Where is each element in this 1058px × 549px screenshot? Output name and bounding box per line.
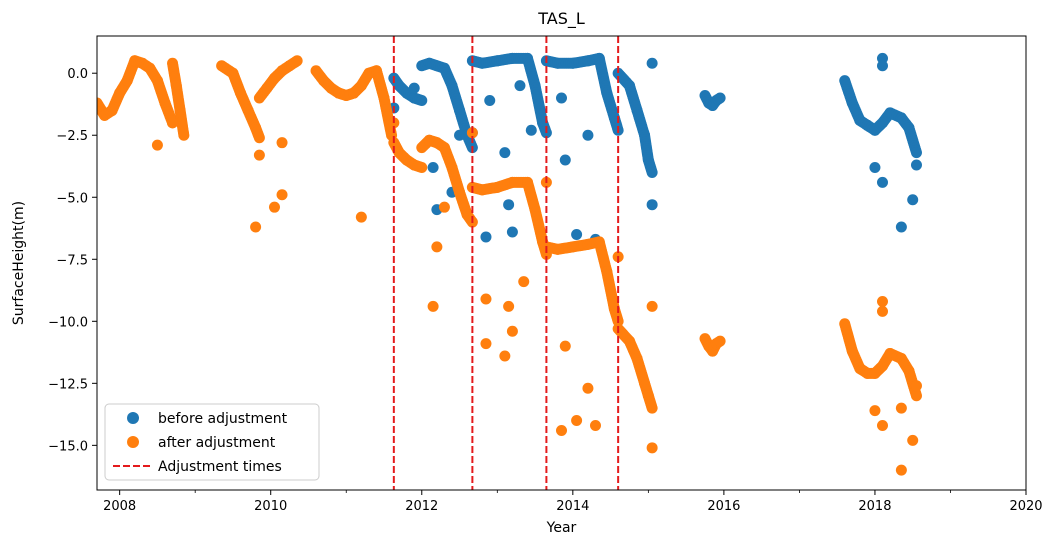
outlier-point [589, 419, 601, 431]
y-tick-label: −12.5 [48, 377, 88, 392]
data-point [646, 166, 658, 178]
chart-title: TAS_L [537, 9, 585, 29]
y-tick-label: −2.5 [56, 129, 88, 144]
y-tick-label: 0.0 [67, 67, 88, 82]
outlier-point [503, 300, 515, 312]
x-tick-label: 2016 [707, 499, 740, 514]
y-tick-label: −15.0 [48, 439, 88, 454]
outlier-point [876, 60, 888, 72]
outlier-point [556, 92, 567, 104]
data-point [646, 402, 658, 414]
outlier-point [250, 221, 262, 233]
data-point [910, 390, 922, 402]
legend-box [104, 403, 320, 481]
outlier-point [480, 338, 492, 350]
outlier-point [253, 149, 265, 161]
plot-area [97, 36, 922, 490]
outlier-point [480, 231, 492, 243]
series-after-adjustment [97, 55, 922, 476]
data-point [714, 92, 726, 104]
outlier-point [869, 161, 881, 173]
outlier-point [895, 402, 907, 414]
outlier-point [869, 405, 881, 417]
outlier-point [907, 194, 919, 206]
outlier-point [431, 241, 443, 253]
outlier-point [268, 201, 280, 213]
outlier-point [910, 380, 922, 392]
outlier-point [525, 124, 537, 136]
outlier-point [571, 228, 583, 240]
outlier-point [582, 129, 594, 141]
series-before-adjustment [388, 52, 922, 245]
outlier-point [506, 325, 518, 337]
outlier-point [559, 154, 571, 166]
outlier-point [646, 300, 658, 312]
outlier-point [646, 57, 658, 69]
outlier-point [582, 382, 594, 394]
x-tick-label: 2010 [254, 499, 287, 514]
outlier-point [454, 129, 466, 141]
legend-label: after adjustment [158, 435, 276, 451]
data-point [291, 55, 303, 67]
outlier-point [646, 442, 658, 454]
outlier-point [907, 434, 919, 446]
outlier-point [499, 147, 511, 159]
outlier-point [276, 189, 288, 201]
x-tick-label: 2008 [103, 499, 136, 514]
outlier-point [484, 95, 496, 107]
legend-label: Adjustment times [158, 459, 282, 475]
outlier-point [427, 161, 439, 173]
y-tick-label: −7.5 [56, 253, 88, 268]
outlier-point [427, 300, 439, 312]
outlier-point [438, 201, 450, 213]
legend: before adjustment after adjustment Adjustm… [104, 403, 320, 481]
x-tick-label: 2018 [858, 499, 891, 514]
outlier-point [167, 117, 179, 129]
x-tick-label: 2020 [1009, 499, 1042, 514]
outlier-point [876, 295, 888, 307]
data-point [416, 161, 428, 173]
outlier-point [571, 415, 583, 427]
data-point [253, 132, 265, 144]
y-tick-label: −5.0 [56, 191, 88, 206]
outlier-point [910, 159, 922, 171]
data-point [416, 95, 428, 107]
outlier-point [876, 305, 888, 317]
x-axis: 2008 2010 2012 2014 2016 2018 2020 [103, 490, 1043, 514]
outlier-point [355, 211, 367, 223]
y-axis-label: SurfaceHeight(m) [11, 201, 27, 325]
outlier-point [514, 80, 526, 92]
outlier-point [895, 464, 907, 476]
plot-frame [96, 35, 1027, 491]
outlier-point [506, 226, 518, 238]
outlier-point [646, 199, 658, 211]
outlier-point [895, 221, 907, 233]
outlier-point [408, 82, 420, 94]
outlier-point [876, 419, 888, 431]
x-tick-label: 2012 [405, 499, 438, 514]
outlier-point [499, 350, 511, 362]
y-axis: 0.0 −2.5 −5.0 −7.5 −10.0 −12.5 −15.0 [48, 67, 97, 454]
outlier-point [556, 424, 567, 436]
data-point [178, 129, 190, 141]
series-layer [97, 52, 922, 476]
outlier-point [503, 199, 515, 211]
outlier-point [876, 176, 888, 188]
data-point [910, 147, 922, 159]
data-point [714, 335, 726, 347]
y-tick-label: −10.0 [48, 315, 88, 330]
outlier-point [480, 293, 492, 305]
adjustment-lines-layer [392, 36, 620, 490]
legend-marker [127, 436, 139, 448]
outlier-point [518, 276, 530, 288]
outlier-point [151, 139, 163, 151]
legend-label: before adjustment [158, 411, 288, 427]
outlier-point [276, 137, 288, 149]
outlier-point [559, 340, 571, 352]
x-axis-label: Year [546, 520, 577, 536]
x-tick-label: 2014 [556, 499, 589, 514]
legend-marker [127, 412, 139, 424]
